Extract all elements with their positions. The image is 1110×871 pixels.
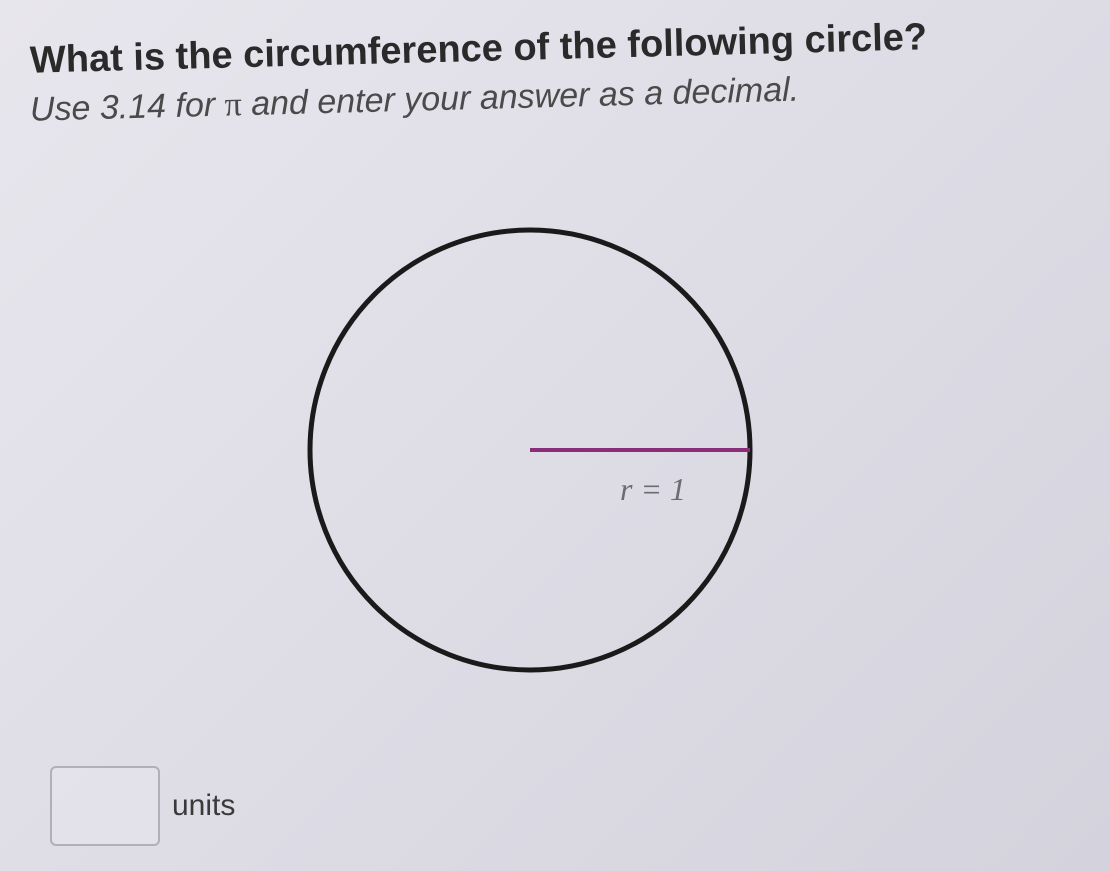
question-content: What is the circumference of the followi… (0, 0, 1110, 150)
instruction-suffix: and enter your answer as a decimal. (241, 71, 799, 124)
answer-input[interactable] (50, 766, 160, 846)
instruction-prefix: Use 3.14 for (29, 86, 225, 129)
circle-svg: r = 1 (280, 200, 780, 700)
units-label: units (172, 789, 235, 823)
circle-diagram: r = 1 (280, 200, 780, 700)
radius-label: r = 1 (620, 471, 686, 507)
answer-area: units (50, 766, 235, 846)
pi-symbol: π (224, 86, 242, 123)
